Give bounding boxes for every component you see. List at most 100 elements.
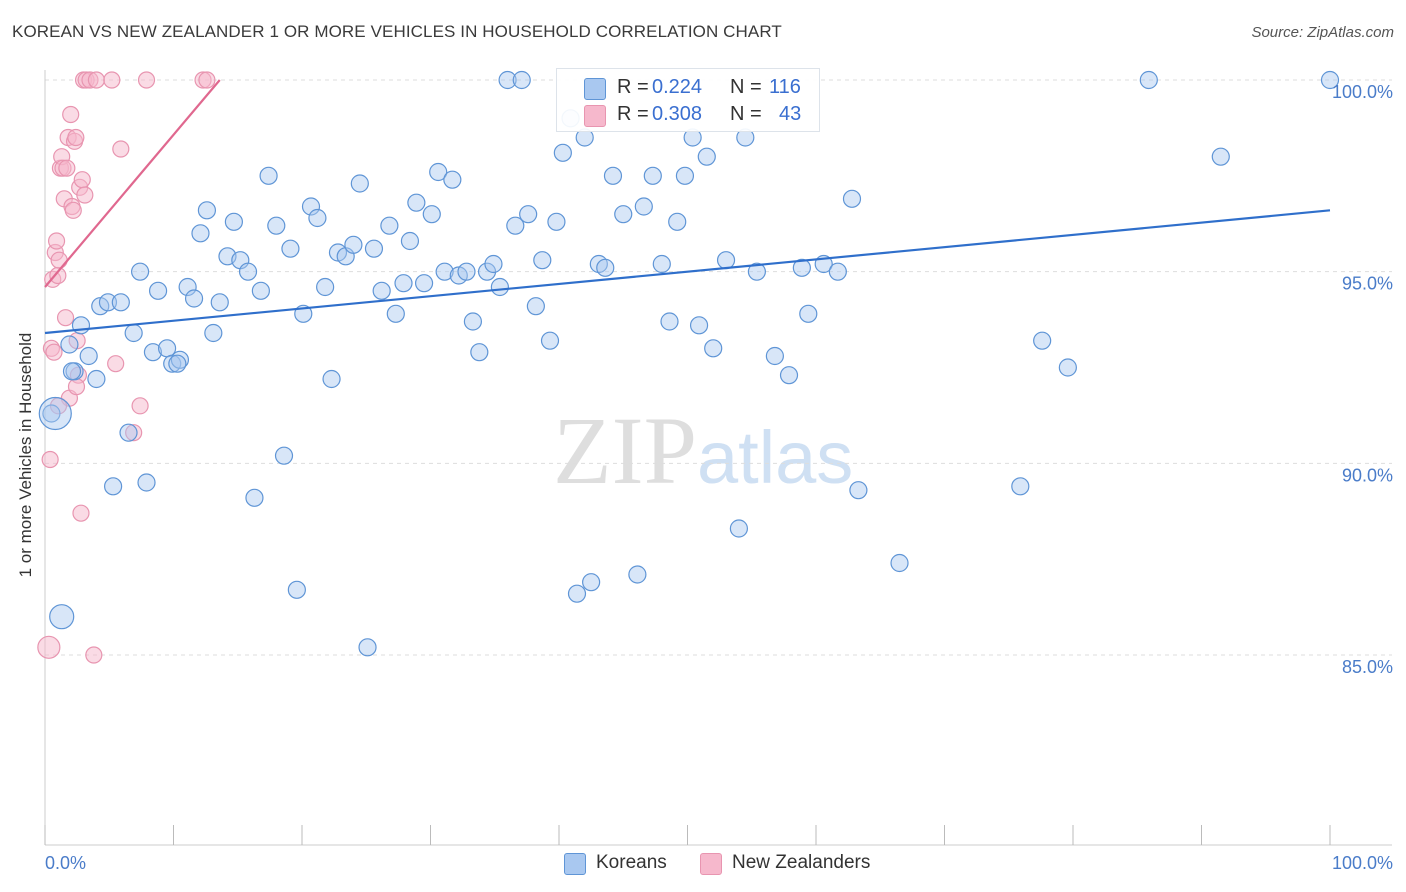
korean-point	[1211, 147, 1230, 166]
korean-point	[668, 212, 687, 231]
korean-point	[652, 254, 671, 274]
korean-point	[512, 70, 531, 90]
korean-point	[1011, 477, 1030, 496]
new-zealander-point	[67, 378, 86, 396]
korean-point	[614, 205, 633, 224]
koreans-points	[38, 70, 1340, 657]
korean-point	[407, 193, 426, 212]
korean-point	[689, 316, 709, 335]
korean-point	[143, 343, 163, 362]
korean-point	[281, 239, 300, 258]
korean-point	[547, 212, 566, 231]
korean-point	[287, 580, 306, 599]
korean-point	[267, 216, 286, 235]
korean-point	[238, 262, 258, 281]
korean-point	[490, 277, 509, 297]
korean-point	[470, 343, 489, 362]
korean-point	[634, 197, 653, 216]
korean-point	[301, 197, 321, 216]
korean-point	[98, 293, 118, 312]
korean-point	[148, 281, 168, 300]
korean-point	[42, 404, 61, 423]
new-zealander-point	[41, 450, 59, 469]
x-tick-label: 100.0%	[1332, 853, 1393, 873]
korean-point	[251, 281, 270, 300]
new-zealander-point	[37, 635, 61, 659]
korean-point	[435, 262, 454, 281]
korean-point	[582, 573, 601, 592]
chart-title: KOREAN VS NEW ZEALANDER 1 OR MORE VEHICL…	[12, 22, 782, 41]
stats-legend: R = 0.224 N = 116 R = 0.308 N = 43	[556, 68, 820, 132]
korean-point	[364, 239, 384, 258]
korean-point	[322, 369, 341, 389]
new-zealanders-legend-label: New Zealanders	[732, 852, 871, 873]
korean-point	[1033, 331, 1052, 350]
korean-point	[130, 262, 150, 281]
korean-point	[463, 312, 483, 331]
n-label: N =	[730, 76, 762, 98]
new-zealander-point	[112, 140, 130, 158]
korean-point	[386, 304, 405, 323]
new-zealanders-swatch	[584, 105, 606, 127]
korean-point	[849, 481, 868, 500]
korean-point	[422, 205, 441, 224]
korean-point	[457, 262, 476, 281]
legend-row-new-zealanders: R = 0.308 N = 43	[557, 102, 819, 128]
korean-point	[799, 304, 818, 323]
korean-point	[210, 293, 229, 312]
korean-point	[316, 277, 335, 297]
korean-point	[245, 488, 264, 507]
korean-point	[704, 339, 723, 358]
new-zealander-point	[131, 397, 149, 415]
r-label: R =	[617, 103, 649, 125]
y-tick-label: 95.0%	[1342, 274, 1393, 294]
korean-point	[429, 162, 448, 182]
new-zealander-point	[87, 71, 106, 89]
korean-point	[372, 281, 391, 300]
korean-point	[765, 346, 784, 366]
korean-point	[204, 323, 223, 343]
koreans-trend-line	[44, 209, 1331, 335]
korean-point	[168, 354, 187, 373]
n-label: N =	[730, 103, 762, 125]
source-credit: Source: ZipAtlas.com	[1251, 24, 1394, 41]
korean-point	[540, 331, 560, 350]
axes	[44, 70, 1392, 846]
korean-point	[49, 604, 75, 630]
korean-point	[660, 312, 679, 331]
korean-point	[506, 216, 525, 235]
y-tick-label: 100.0%	[1332, 82, 1393, 102]
korean-point	[124, 323, 143, 343]
korean-point	[729, 519, 749, 538]
korean-point	[414, 274, 434, 293]
new-zealander-point	[73, 171, 91, 189]
korean-point	[344, 235, 363, 254]
korean-point	[596, 258, 615, 277]
korean-point	[71, 316, 91, 335]
new-zealanders-legend-swatch	[700, 853, 722, 875]
new-zealander-point	[56, 309, 75, 327]
korean-point	[1139, 70, 1158, 90]
watermark-zip: ZIP	[553, 397, 697, 504]
korean-point	[443, 170, 462, 189]
new-zealanders-r-value: 0.308	[652, 103, 703, 125]
korean-point	[380, 216, 399, 235]
koreans-swatch	[584, 78, 606, 100]
korean-point	[184, 289, 204, 308]
new-zealander-point	[45, 343, 63, 361]
korean-point	[842, 189, 862, 208]
koreans-legend-label: Koreans	[596, 852, 667, 873]
new-zealander-point	[50, 251, 68, 269]
korean-point	[484, 254, 503, 274]
new-zealander-point	[62, 105, 80, 124]
r-label: R =	[617, 76, 649, 98]
koreans-legend-swatch	[564, 853, 586, 875]
gridlines	[45, 79, 1392, 656]
new-zealanders-points	[37, 71, 216, 664]
korean-point	[533, 251, 552, 270]
korean-point	[498, 70, 517, 90]
new-zealander-point	[125, 424, 143, 442]
korean-point	[60, 335, 79, 354]
new-zealander-point	[85, 646, 103, 664]
legend-row-koreans: R = 0.224 N = 116	[557, 75, 819, 101]
